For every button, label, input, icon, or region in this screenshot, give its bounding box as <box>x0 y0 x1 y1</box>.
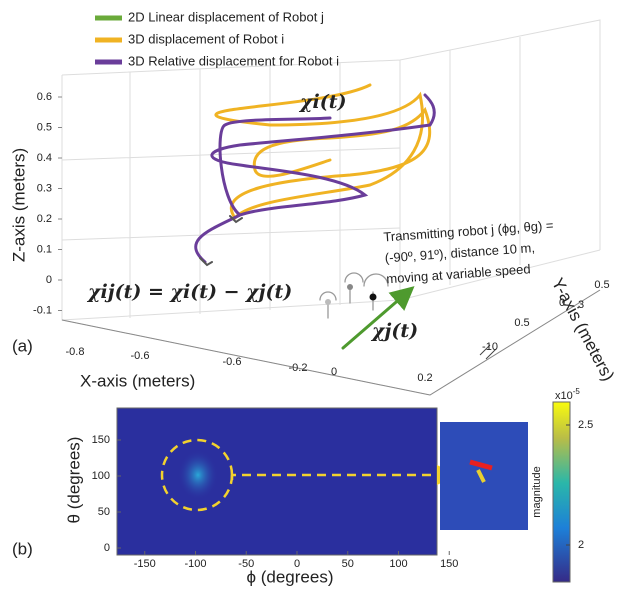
inset <box>440 422 528 530</box>
z-tick-label: 0.1 <box>37 243 52 255</box>
y-tick-label: 100 <box>92 470 110 482</box>
arrow <box>230 465 457 485</box>
y-tick-label: 0.5 <box>594 279 609 291</box>
colorbar-tick-label: 2.5 <box>578 419 593 431</box>
trajectories <box>194 83 436 350</box>
x-tick-label: -0.6 <box>131 350 150 362</box>
legend: 2D Linear displacement of Robot j 3D dis… <box>95 9 339 68</box>
inset-peak <box>469 459 493 471</box>
x-tick-label: -150 <box>134 558 156 570</box>
y-tick-label: 0.5 <box>514 317 529 329</box>
y-axis-label: Y-axis (meters) <box>548 275 618 384</box>
x-axis-label: ϕ (degrees) <box>246 567 333 586</box>
x-tick-label: 50 <box>342 558 354 570</box>
annotation: χij(t) = χi(t) − χj(t) <box>86 281 292 303</box>
y-tick-label: 50 <box>98 506 110 518</box>
heatmap <box>116 407 438 556</box>
y-axis-label: θ (degrees) <box>64 437 83 524</box>
heatmap-peak <box>178 450 218 500</box>
z-tick-label: 0.3 <box>37 182 52 194</box>
x-tick-label: -50 <box>238 558 254 570</box>
z-tick-label: 0.2 <box>37 213 52 225</box>
z-axis-label: Z-axis (meters) <box>9 148 28 262</box>
legend-entry: 3D displacement of Robot i <box>128 31 284 46</box>
panel-label: (b) <box>12 539 33 558</box>
colorbar-tick-label: 2 <box>578 539 584 551</box>
z-tick-label: 0.5 <box>37 121 52 133</box>
y-tick-label: -10 <box>482 341 498 353</box>
x-tick-label: 150 <box>440 558 458 570</box>
note-line: moving at variable speed <box>386 261 531 286</box>
z-tick-label: 0.6 <box>37 91 52 103</box>
x-tick-label: -0.8 <box>66 346 85 358</box>
axes-box <box>61 19 601 396</box>
annotation: χi(t) <box>298 91 346 113</box>
annotation: χj(t) <box>370 320 418 342</box>
x-tick-label: -100 <box>184 558 206 570</box>
colorbar-tick-label: 3 <box>578 299 584 311</box>
x-tick-label: 0 <box>331 366 337 378</box>
y-tick-label: 0 <box>104 542 110 554</box>
x-tick-label: 0.2 <box>417 372 432 384</box>
colorbar <box>552 401 571 583</box>
z-tick-label: -0.1 <box>33 304 52 316</box>
legend-entry: 3D Relative displacement for Robot i <box>128 53 339 68</box>
x-tick-label: -0.6 <box>223 356 242 368</box>
note: Transmitting robot j (ϕg, θg) = (-90º, 9… <box>383 218 554 287</box>
y-tick-label: 150 <box>92 434 110 446</box>
legend-entry: 2D Linear displacement of Robot j <box>128 9 324 24</box>
z-tick-label: 0.4 <box>37 152 52 164</box>
panel-label: (a) <box>12 336 33 355</box>
x-tick-label: 0 <box>294 558 300 570</box>
y-tick-label: 0 <box>559 297 565 309</box>
x-tick-label: 100 <box>389 558 407 570</box>
colorbar-exponent: x10-5 <box>555 387 580 402</box>
colorbar-label: magnitude <box>531 466 543 517</box>
x-tick-label: -0.2 <box>289 362 308 374</box>
x-axis-label: X-axis (meters) <box>80 371 195 390</box>
inset-peak <box>476 469 486 483</box>
z-tick-label: 0 <box>46 274 52 286</box>
